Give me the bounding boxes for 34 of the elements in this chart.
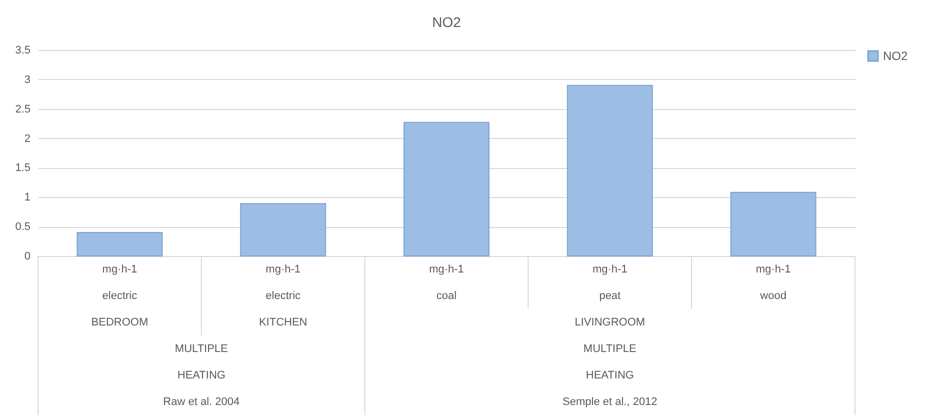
y-tick-label: 2 — [24, 132, 30, 145]
text: Semple et al., 2012 — [562, 396, 658, 408]
text: electric — [102, 290, 138, 302]
text: BEDROOM — [91, 316, 148, 328]
x-tick-label: mg·h-1 — [102, 264, 138, 276]
text: HEATING — [586, 369, 634, 382]
text: MULTIPLE — [174, 342, 228, 355]
bar — [566, 84, 653, 256]
legend-label: NO2 — [883, 49, 908, 63]
y-tick-label: 0.5 — [15, 221, 30, 234]
x-tick-label: mg·h-1 — [592, 264, 628, 276]
chart-title: NO2 — [432, 14, 462, 30]
text: peat — [599, 290, 621, 302]
text: HEATING — [177, 369, 226, 382]
bar — [404, 122, 490, 256]
x-tick-label: mg·h-1 — [756, 264, 791, 276]
text: Raw et al. 2004 — [163, 396, 240, 408]
bar — [730, 192, 816, 256]
text: wood — [759, 290, 786, 302]
x-tick-label: mg·h-1 — [266, 264, 301, 276]
y-tick-label: 0 — [24, 250, 30, 262]
text: KITCHEN — [258, 316, 308, 328]
text: coal — [436, 290, 457, 302]
bar — [240, 203, 326, 256]
y-tick-label: 1.5 — [15, 162, 30, 174]
y-tick-label: 3 — [24, 74, 30, 86]
bar — [76, 232, 163, 256]
text: MULTIPLE — [583, 342, 636, 355]
text: electric — [266, 290, 302, 302]
text: LIVINGROOM — [574, 316, 646, 328]
y-tick-label: 1 — [24, 192, 30, 204]
y-tick-label: 2.5 — [15, 103, 30, 116]
y-tick-label: 3.5 — [15, 44, 30, 56]
x-tick-label: mg·h-1 — [429, 264, 464, 276]
